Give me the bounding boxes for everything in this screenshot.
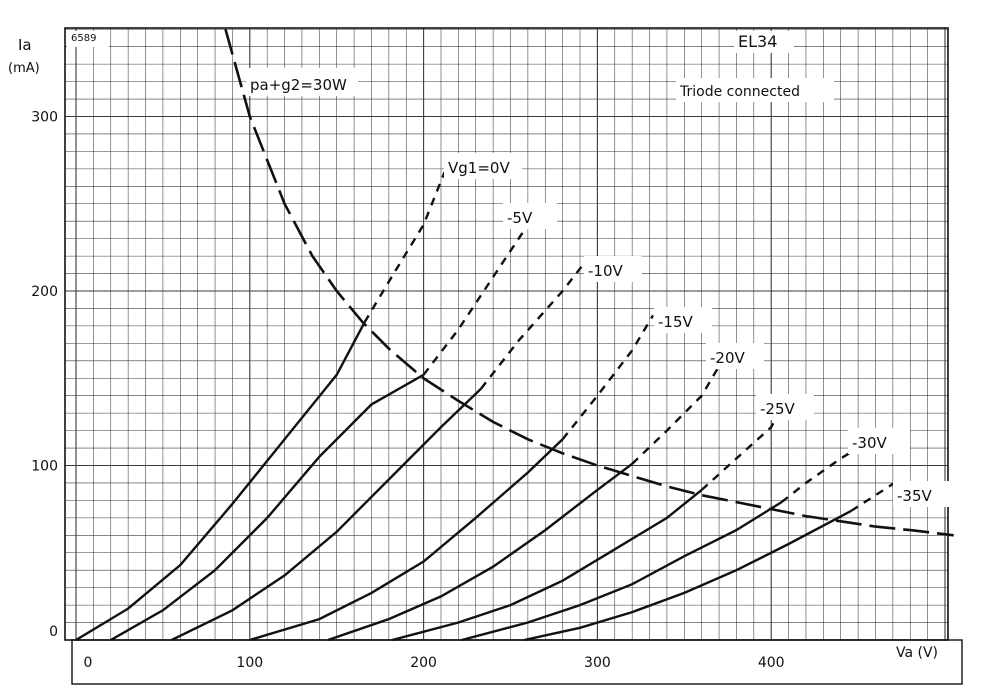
- series-label-5-bg: [756, 394, 814, 420]
- chart-subtitle-bg: [676, 78, 834, 102]
- anode-curve-dashed-6: [780, 446, 859, 504]
- series-label-0-box: Vg1=0V: [444, 153, 522, 179]
- series-label-1: -5V: [507, 209, 533, 227]
- tube-name-bg: [734, 31, 794, 53]
- x-tick-label: 200: [410, 655, 437, 671]
- series-label-7-bg: [893, 481, 953, 507]
- series-label-1-box: -5V: [503, 203, 557, 229]
- tube-name-box: EL34: [734, 31, 794, 53]
- series-label-7: -35V: [897, 487, 932, 505]
- series-label-5: -25V: [760, 400, 795, 418]
- chart-frame: [64, 27, 963, 685]
- series-label-0-bg: [444, 153, 522, 179]
- series-label-4-box: -20V: [706, 343, 764, 369]
- y-tick-label: 0: [49, 624, 58, 640]
- y-axis-unit: (mA): [8, 61, 40, 76]
- series-label-4: -20V: [710, 349, 745, 367]
- y-tick-label: 300: [31, 110, 58, 126]
- tube-name: EL34: [738, 32, 777, 51]
- anode-curve-2: [171, 387, 482, 642]
- series-label-6-box: -30V: [848, 428, 910, 454]
- x-tick-label: 400: [758, 655, 785, 671]
- y-axis-symbol: Ia: [18, 36, 32, 54]
- anode-curve-1: [110, 373, 425, 642]
- x-tick-label: 100: [236, 655, 263, 671]
- power-curve-label-box: pa+g2=30W: [246, 68, 358, 96]
- chart-subtitle-box: Triode connected: [676, 78, 834, 102]
- power-curve-label: pa+g2=30W: [250, 76, 347, 94]
- y-tick-label: 100: [31, 459, 58, 475]
- series-label-2: -10V: [588, 262, 623, 280]
- series-label-6: -30V: [852, 434, 887, 452]
- chart-labels: 6589 EL34 Triode connected pa+g2=30W Vg1=0V -…: [8, 31, 953, 671]
- anode-curve-0: [75, 321, 366, 642]
- series-label-1-bg: [503, 203, 557, 229]
- anode-curve-dashed-3: [561, 314, 655, 441]
- power-curve-label-bg: [246, 68, 358, 96]
- series-label-3-bg: [654, 307, 712, 333]
- x-axis-panel: [71, 639, 963, 685]
- chart-curves: [75, 28, 954, 642]
- series-label-2-box: -10V: [584, 256, 642, 282]
- x-tick-label: 300: [584, 655, 611, 671]
- chart-code-box: 6589: [67, 31, 109, 47]
- anode-curve-dashed-4: [631, 365, 721, 465]
- anode-curve-3: [249, 438, 564, 642]
- x-tick-label: 0: [84, 655, 93, 671]
- anode-curve-5: [391, 488, 703, 642]
- anode-curve-6: [461, 501, 783, 642]
- series-label-0: Vg1=0V: [448, 159, 510, 177]
- series-label-3-box: -15V: [654, 307, 712, 333]
- power-limit-curve: [224, 28, 954, 537]
- y-tick-label: 200: [31, 284, 58, 300]
- anode-curve-dashed-2: [480, 258, 588, 390]
- series-label-6-bg: [848, 428, 910, 454]
- chart-code-bg: [67, 31, 109, 47]
- series-label-4-bg: [706, 343, 764, 369]
- anode-curve-7: [524, 509, 852, 642]
- anode-curve-dashed-1: [422, 224, 529, 376]
- series-label-7-box: -35V: [893, 481, 953, 507]
- anode-curve-dashed-7: [850, 478, 901, 512]
- anode-curve-4: [327, 462, 633, 642]
- series-label-3: -15V: [658, 313, 693, 331]
- chart-subtitle: Triode connected: [679, 84, 800, 100]
- chart-code: 6589: [71, 33, 96, 44]
- chart-grid: [65, 28, 948, 641]
- series-label-5-box: -25V: [756, 394, 814, 420]
- x-axis-label: Va (V): [896, 645, 938, 661]
- series-label-2-bg: [584, 256, 642, 282]
- anode-curve-dashed-0: [363, 171, 446, 324]
